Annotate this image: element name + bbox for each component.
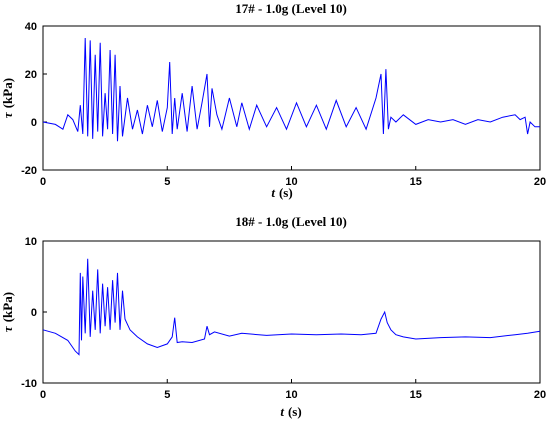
x-tick-label: 20 xyxy=(534,389,546,401)
y-tick-label: 0 xyxy=(31,307,37,319)
y-axis-unit: (kPa) xyxy=(0,78,15,108)
x-tick-label: 15 xyxy=(410,176,422,188)
y-axis-unit: (kPa) xyxy=(0,292,15,322)
y-tick-label: 10 xyxy=(25,236,37,248)
y-axis-var: τ xyxy=(0,111,15,118)
x-axis-unit: (s) xyxy=(288,404,302,419)
x-axis-unit: (s) xyxy=(279,185,293,200)
shear-stress-series xyxy=(42,37,540,142)
x-tick-label: 0 xyxy=(40,389,46,401)
x-tick-label: 15 xyxy=(410,389,422,401)
y-axis-label: τ (kPa) xyxy=(0,78,15,118)
shear-stress-series xyxy=(42,258,541,356)
x-tick-label: 5 xyxy=(164,389,170,401)
y-tick-label: -20 xyxy=(21,165,37,177)
plot-frame xyxy=(42,240,541,384)
x-axis-label: t (s) xyxy=(280,404,301,419)
y-tick-label: -10 xyxy=(21,378,37,390)
y-tick-label: 40 xyxy=(25,21,37,33)
y-axis-label: τ (kPa) xyxy=(0,292,15,332)
x-tick-label: 10 xyxy=(285,389,297,401)
chart-title: 17# - 1.0g (Level 10) xyxy=(235,1,347,16)
chart-title: 18# - 1.0g (Level 10) xyxy=(235,214,347,229)
x-axis-label: t (s) xyxy=(271,185,292,200)
y-tick-label: 20 xyxy=(25,69,37,81)
y-tick-label: 0 xyxy=(31,117,37,129)
x-tick-label: 20 xyxy=(534,176,546,188)
plot-frame xyxy=(42,25,541,171)
x-axis-var: t xyxy=(280,404,284,419)
x-tick-label: 5 xyxy=(164,176,170,188)
x-tick-label: 10 xyxy=(285,176,297,188)
y-axis-var: τ xyxy=(0,325,15,332)
x-axis-var: t xyxy=(271,185,275,200)
x-tick-label: 0 xyxy=(40,176,46,188)
